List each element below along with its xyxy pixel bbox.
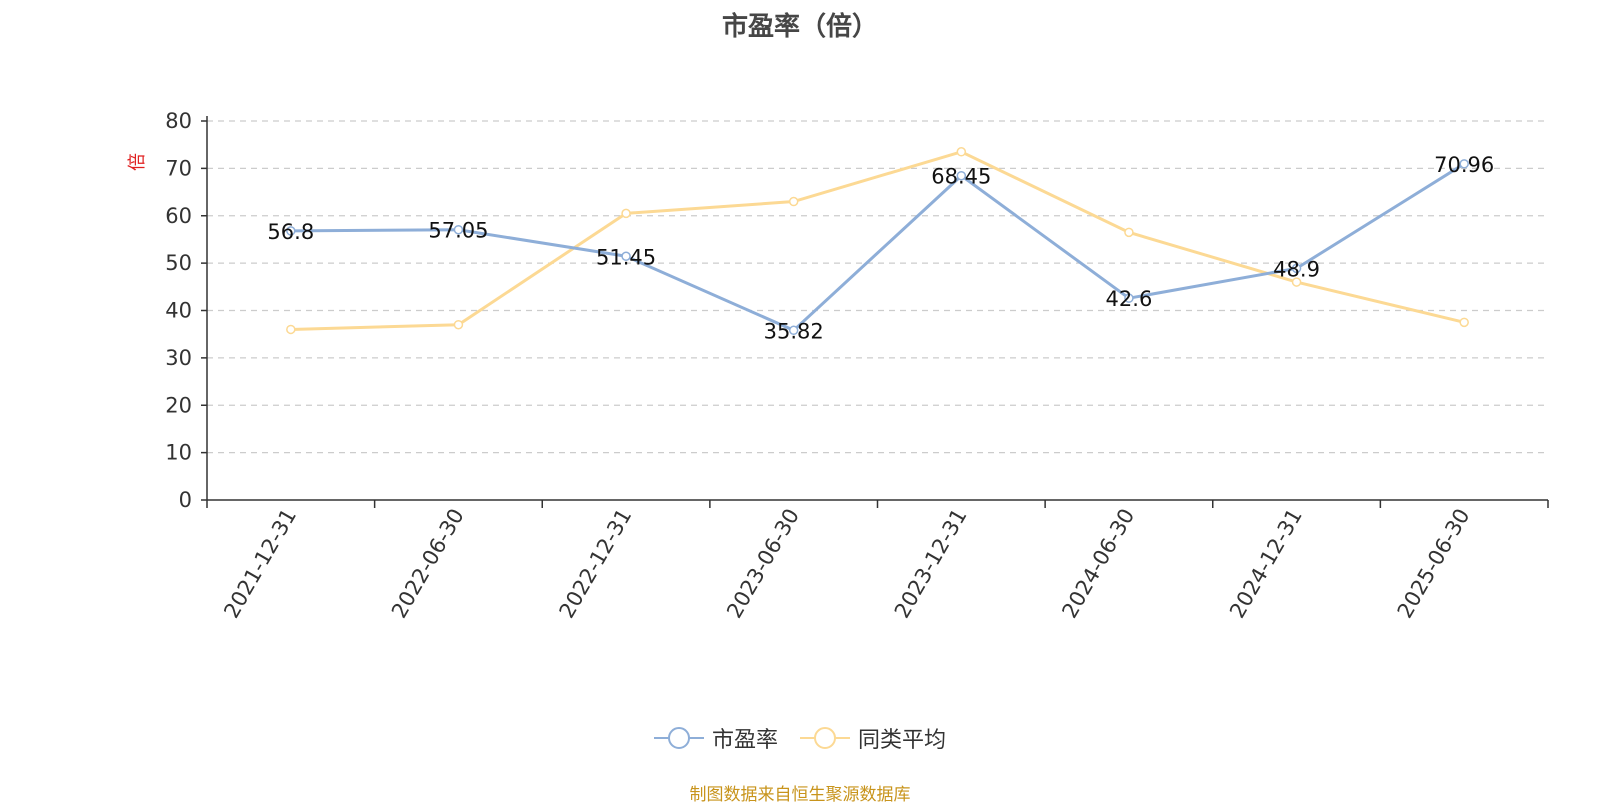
data-point [788, 196, 799, 207]
source-note: 制图数据来自恒生聚源数据库 [689, 785, 911, 805]
data-label: 57.05 [428, 219, 488, 243]
y-tick-label: 80 [165, 109, 192, 133]
data-point [1124, 227, 1134, 238]
y-tick-label: 40 [165, 299, 192, 323]
x-tick-label: 2021-12-31 [219, 505, 301, 623]
series-line [290, 162, 1465, 333]
data-point [286, 324, 296, 335]
y-axis-label: 倍 [127, 153, 148, 171]
y-tick-label: 70 [165, 156, 192, 180]
data-label: 35.82 [764, 319, 824, 343]
data-point [956, 170, 967, 181]
y-tick-label: 20 [165, 393, 192, 417]
data-point [621, 251, 631, 262]
legend-label: 市盈率 [711, 728, 778, 753]
legend-line-marker-icon [653, 727, 704, 749]
x-tick-label: 2024-12-31 [1225, 505, 1307, 623]
y-tick-label: 50 [165, 251, 192, 275]
y-tick-label: 10 [165, 441, 192, 465]
data-point [1459, 317, 1469, 328]
x-tick-label: 2022-12-31 [555, 505, 637, 623]
x-tick-label: 2025-06-30 [1393, 505, 1475, 623]
legend: 市盈率 同类平均 [0, 722, 1600, 754]
data-label: 68.45 [931, 165, 991, 189]
data-point [1459, 159, 1469, 169]
legend-item-peer-avg[interactable]: 同类平均 [800, 722, 946, 754]
data-label: 56.8 [267, 220, 314, 244]
data-point [453, 319, 464, 330]
x-tick-label: 2024-06-30 [1057, 505, 1139, 623]
y-tick-label: 30 [165, 346, 192, 370]
data-label: 51.45 [596, 245, 656, 269]
data-point [956, 147, 967, 157]
data-point [788, 325, 799, 336]
data-point [453, 224, 464, 235]
chart-title: 市盈率（倍） [721, 12, 878, 42]
data-label: 42.6 [1106, 287, 1153, 311]
data-point [1291, 277, 1302, 287]
legend-line-marker-icon [800, 727, 850, 749]
x-tick-label: 2023-06-30 [722, 505, 804, 623]
data-point [286, 226, 296, 236]
legend-label: 同类平均 [858, 728, 947, 753]
x-tick-label: 2022-06-30 [387, 505, 469, 623]
data-point [621, 208, 631, 219]
y-tick-label: 0 [179, 488, 192, 512]
data-label: 48.9 [1273, 257, 1320, 281]
x-tick-label: 2023-12-31 [890, 505, 972, 623]
y-tick-label: 60 [165, 204, 192, 228]
data-point [1291, 263, 1302, 274]
legend-item-pe[interactable]: 市盈率 [653, 722, 778, 754]
data-label: 70.96 [1434, 153, 1494, 177]
data-point [1124, 293, 1134, 303]
